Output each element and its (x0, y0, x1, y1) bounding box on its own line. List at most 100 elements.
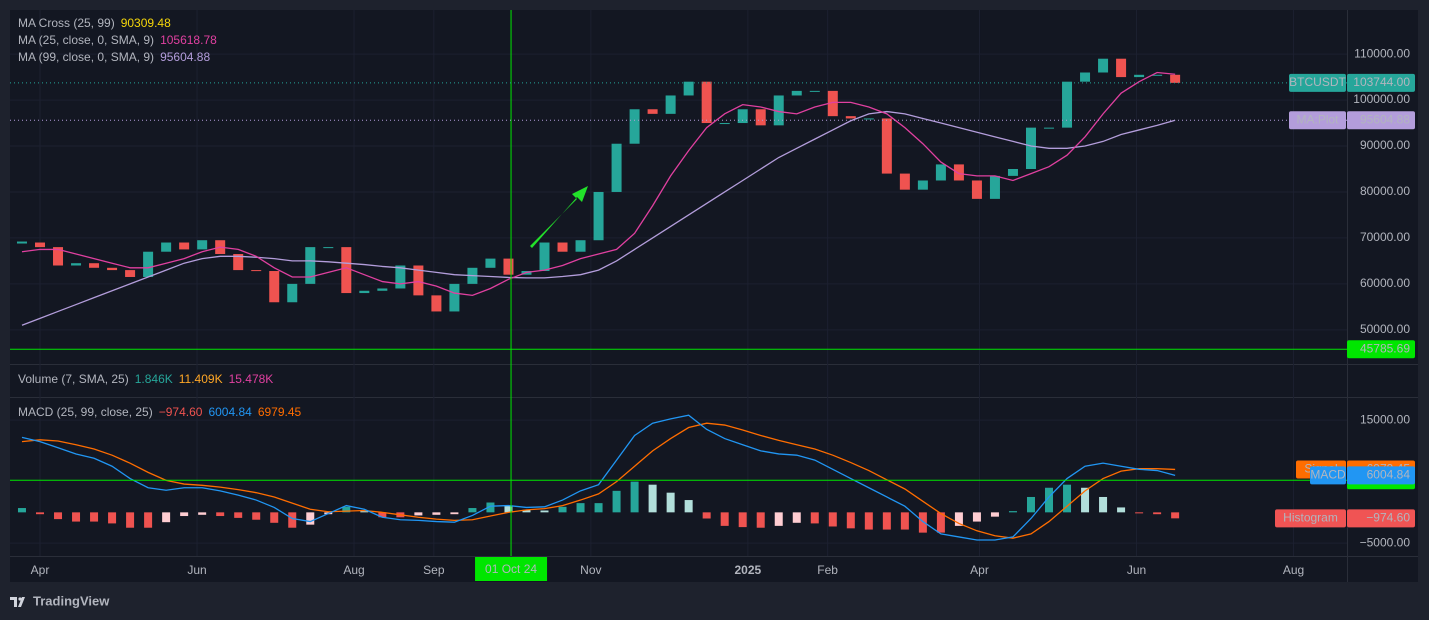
histogram-bar (342, 506, 351, 513)
candle (395, 265, 406, 289)
histogram-bar (612, 490, 621, 513)
histogram-bar (540, 510, 549, 513)
candle (251, 270, 262, 272)
legend-row: MA (25, close, 0, SMA, 9) 105618.78 (18, 33, 217, 47)
candle (107, 267, 118, 271)
legend-value: 11.409K (179, 372, 223, 386)
candle (899, 173, 910, 190)
candle (89, 263, 100, 268)
candle (161, 242, 172, 252)
candle (305, 247, 316, 284)
candle (611, 143, 622, 192)
histogram-bar (1099, 496, 1108, 513)
candle (449, 283, 460, 312)
histogram-bar (72, 512, 81, 522)
tag-value: −974.60 (1366, 511, 1410, 525)
histogram-bar (54, 512, 63, 520)
logo-icon (10, 597, 25, 607)
y-tick-label: 50000.00 (1360, 322, 1410, 336)
x-tick-label: Jun (187, 563, 206, 577)
histogram-bar (630, 481, 639, 513)
histogram-bar (17, 508, 26, 513)
candle (1098, 58, 1109, 73)
candle (791, 90, 802, 96)
candle (917, 180, 928, 190)
histogram-bar (648, 484, 657, 513)
histogram-bar (270, 512, 279, 523)
legend-row: MA (99, close, 0, SMA, 9) 95604.88 (18, 50, 210, 64)
crosshair-value-label: 45785.69 (1360, 341, 1410, 355)
tag-value-box (1347, 466, 1415, 485)
tag-name-box (1289, 73, 1346, 92)
candle (1044, 127, 1055, 129)
histogram-bar (36, 512, 44, 515)
logo-dot (18, 597, 22, 601)
histogram-bar (378, 512, 387, 518)
histogram-bar (594, 503, 603, 513)
histogram-bar (792, 512, 801, 523)
candle (737, 109, 748, 124)
tag-value-box (1347, 509, 1415, 528)
tag-name: Histogram (1283, 511, 1338, 525)
histogram-bar (414, 512, 423, 516)
histogram-bar (990, 512, 999, 517)
candle (935, 164, 946, 181)
histogram-bar (828, 512, 837, 527)
legend-value: 1.846K (135, 372, 173, 386)
crosshair-time-label: 01 Oct 24 (485, 562, 537, 576)
tag-name-box (1275, 509, 1346, 528)
candle (683, 81, 694, 96)
histogram-bar (180, 512, 189, 517)
histogram-bar (1026, 496, 1035, 513)
tag-name: MA:Plot (1296, 112, 1339, 126)
legend-row: Volume (7, SMA, 25) 1.846K 11.409K 15.478K (18, 372, 273, 386)
candle (971, 180, 982, 199)
candle (1062, 81, 1073, 128)
histogram-bar (810, 512, 819, 524)
histogram-bar (1153, 512, 1162, 515)
y-tick-label: 100000.00 (1353, 92, 1410, 106)
candle (35, 242, 45, 248)
candle (179, 242, 190, 250)
tag-value-box (1347, 73, 1415, 92)
brand-name: TradingView (33, 593, 110, 608)
histogram-bar (738, 512, 747, 528)
candle (233, 254, 244, 271)
indicator-line (21, 422, 1176, 539)
histogram-bar (936, 512, 945, 533)
candle (359, 290, 370, 294)
legend-value: 95604.88 (160, 50, 210, 64)
chart-panel (10, 10, 1418, 582)
histogram-bar (1008, 511, 1017, 513)
candle (485, 258, 496, 268)
histogram-bar (1045, 487, 1054, 513)
histogram-bar (918, 512, 927, 533)
legend-row: MA Cross (25, 99) 90309.48 (18, 16, 171, 30)
histogram-bar (558, 506, 567, 513)
candle (755, 109, 766, 126)
tag-value: 103744.00 (1353, 75, 1410, 89)
histogram-bar (576, 503, 585, 513)
candle (989, 175, 1000, 199)
candle (539, 242, 550, 272)
histogram-bar (954, 512, 963, 526)
legend-row: MACD (25, 99, close, 25) −974.60 6004.84 69… (18, 405, 302, 419)
tag-name: BTCUSDT (1289, 75, 1346, 89)
histogram-bar (144, 512, 153, 528)
histogram-bar (756, 512, 765, 528)
histogram-bar (1117, 507, 1126, 513)
histogram-bar (666, 492, 675, 513)
indicator-line (21, 414, 1176, 541)
histogram-bar (1063, 484, 1072, 513)
x-tick-label: Jun (1127, 563, 1146, 577)
candle (1007, 168, 1018, 176)
histogram-bar (684, 500, 693, 513)
candle (647, 109, 658, 114)
candle (1025, 127, 1036, 169)
histogram-bar (504, 505, 513, 513)
candle (71, 263, 82, 266)
histogram-bar (900, 512, 909, 530)
legend-value: 90309.48 (121, 16, 171, 30)
candle (773, 95, 784, 126)
histogram-bar (126, 512, 135, 528)
